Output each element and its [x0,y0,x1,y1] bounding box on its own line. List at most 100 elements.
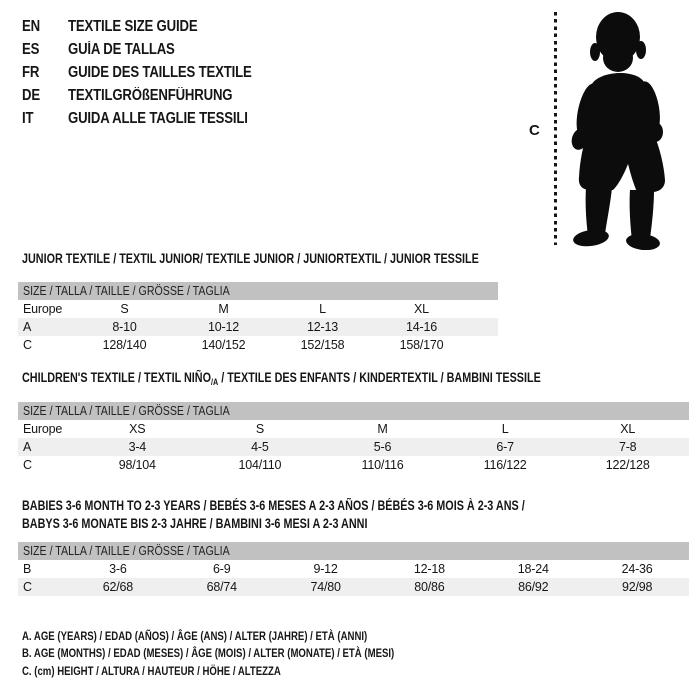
table-row-months: B 3-6 6-9 9-12 12-18 18-24 24-36 [18,560,689,578]
children-table-title-text: CHILDREN'S TEXTILE / TEXTIL NIÑO/A / TEX… [22,370,541,387]
months-value: 18-24 [517,562,549,576]
title-subscript: /A [210,377,219,387]
table-row-height: C 128/140 140/152 152/158 158/170 [18,336,498,354]
row-label: C [23,458,32,472]
height-measure-label: C [529,122,540,139]
footnotes: A. AGE (YEARS) / EDAD (AÑOS) / ÂGE (ANS)… [22,628,394,680]
footnote-age-months: B. AGE (MONTHS) / EDAD (MESES) / ÂGE (MO… [22,646,395,661]
size-header-text: SIZE / TALLA / TAILLE / GRÖSSE / TAGLIA [23,284,230,298]
height-value: 74/80 [310,580,341,594]
table-row-height: C 62/68 68/74 74/80 80/86 86/92 92/98 [18,578,689,596]
babies-size-table: SIZE / TALLA / TAILLE / GRÖSSE / TAGLIA … [18,542,689,596]
footnote-age-years: A. AGE (YEARS) / EDAD (AÑOS) / ÂGE (ANS)… [22,629,368,643]
height-value: 140/152 [201,338,246,352]
babies-title-line1: BABIES 3-6 MONTH TO 2-3 YEARS / BEBÉS 3-… [22,498,525,513]
height-value: 152/158 [300,338,345,352]
height-value: 158/170 [399,338,444,352]
babies-table-title: BABIES 3-6 MONTH TO 2-3 YEARS / BEBÉS 3-… [22,497,650,532]
junior-table-title: JUNIOR TEXTILE / TEXTIL JUNIOR/ TEXTILE … [22,251,593,266]
babies-title-line2: BABYS 3-6 MONATE BIS 2-3 JAHRE / BAMBINI… [22,515,368,531]
height-value: 110/116 [361,458,404,472]
language-code-text: FR [22,64,40,81]
size-header-bar: SIZE / TALLA / TAILLE / GRÖSSE / TAGLIA [18,542,689,560]
age-value: 6-7 [496,440,514,454]
height-measure-dashed-line [554,12,557,245]
size-header-bar: SIZE / TALLA / TAILLE / GRÖSSE / TAGLIA [18,402,689,420]
toddler-silhouette-icon [571,12,665,250]
language-title: TEXTILGRÖßENFÜHRUNG [68,87,233,104]
language-code: ES [22,38,68,61]
height-value: 98/104 [118,458,156,472]
row-label: C [23,580,32,594]
age-value: 10-12 [208,320,239,334]
language-code: DE [22,84,68,107]
language-row-de: DE TEXTILGRÖßENFÜHRUNG [22,84,284,107]
children-size-table: SIZE / TALLA / TAILLE / GRÖSSE / TAGLIA … [18,402,689,474]
age-value: 5-6 [373,440,392,454]
height-value: 128/140 [102,338,147,352]
table-row-height: C 98/104 104/110 110/116 116/122 122/128 [18,456,689,474]
height-value: 116/122 [483,458,527,472]
footnote-height-cm: C. (cm) HEIGHT / ALTURA / HAUTEUR / HÖHE… [22,663,281,678]
height-value: 92/98 [621,580,653,594]
title-main: CHILDREN'S TEXTILE / TEXTIL NIÑO [22,370,211,385]
size-value: S [255,422,264,436]
children-table-title: CHILDREN'S TEXTILE / TEXTIL NIÑO/A / TEX… [22,370,671,387]
language-row-en: EN TEXTILE SIZE GUIDE [22,15,284,38]
age-value: 14-16 [406,320,437,334]
size-value: M [218,302,229,316]
row-label: A [23,440,32,454]
language-code-text: ES [22,41,40,58]
language-code-text: IT [22,110,34,127]
months-value: 6-9 [213,562,231,576]
height-value: 68/74 [206,580,237,594]
age-value: 3-4 [128,440,147,454]
age-value: 8-10 [112,320,137,334]
size-header-text: SIZE / TALLA / TAILLE / GRÖSSE / TAGLIA [23,544,230,558]
language-code: EN [22,15,68,38]
months-value: 12-18 [413,562,445,576]
junior-size-table: SIZE / TALLA / TAILLE / GRÖSSE / TAGLIA … [18,282,498,354]
language-title: TEXTILE SIZE GUIDE [68,18,198,35]
months-value: 24-36 [621,562,653,576]
table-row-europe: Europe S M L XL [18,300,498,318]
size-value: S [120,302,129,316]
size-value: L [319,302,326,316]
table-row-age: A 3-4 4-5 5-6 6-7 7-8 [18,438,689,456]
height-value: 104/110 [238,458,282,472]
row-label: C [23,338,32,352]
months-value: 3-6 [109,562,127,576]
size-value: XS [129,422,146,436]
row-label: Europe [23,422,63,436]
size-header-bar: SIZE / TALLA / TAILLE / GRÖSSE / TAGLIA [18,282,498,300]
language-code-text: EN [22,18,40,35]
row-label: Europe [23,302,63,316]
table-row-age: A 8-10 10-12 12-13 14-16 [18,318,498,336]
age-value: 12-13 [307,320,338,334]
size-value: XL [414,302,429,316]
language-code-text: DE [22,87,40,104]
language-code: FR [22,61,68,84]
title-rest: / TEXTILE DES ENFANTS / KINDERTEXTIL / B… [218,370,541,385]
language-row-es: ES GUÍA DE TALLAS [22,38,284,61]
table-row-europe: Europe XS S M L XL [18,420,689,438]
language-code: IT [22,107,68,130]
junior-table-title-text: JUNIOR TEXTILE / TEXTIL JUNIOR/ TEXTILE … [22,251,479,266]
height-value: 122/128 [605,458,650,472]
size-value: XL [620,422,636,436]
size-value: M [377,422,388,436]
size-header-text: SIZE / TALLA / TAILLE / GRÖSSE / TAGLIA [23,404,230,418]
height-value: 62/68 [102,580,134,594]
row-label: B [23,562,32,576]
height-value: 86/92 [518,580,549,594]
language-row-it: IT GUIDA ALLE TAGLIE TESSILI [22,107,284,130]
language-title: GUIDA ALLE TAGLIE TESSILI [68,110,248,127]
language-row-fr: FR GUIDE DES TAILLES TEXTILE [22,61,284,84]
age-value: 7-8 [618,440,637,454]
language-title: GUIDE DES TAILLES TEXTILE [68,64,252,81]
months-value: 9-12 [313,562,338,576]
size-value: L [501,422,509,436]
row-label: A [23,320,32,334]
age-value: 4-5 [251,440,269,454]
